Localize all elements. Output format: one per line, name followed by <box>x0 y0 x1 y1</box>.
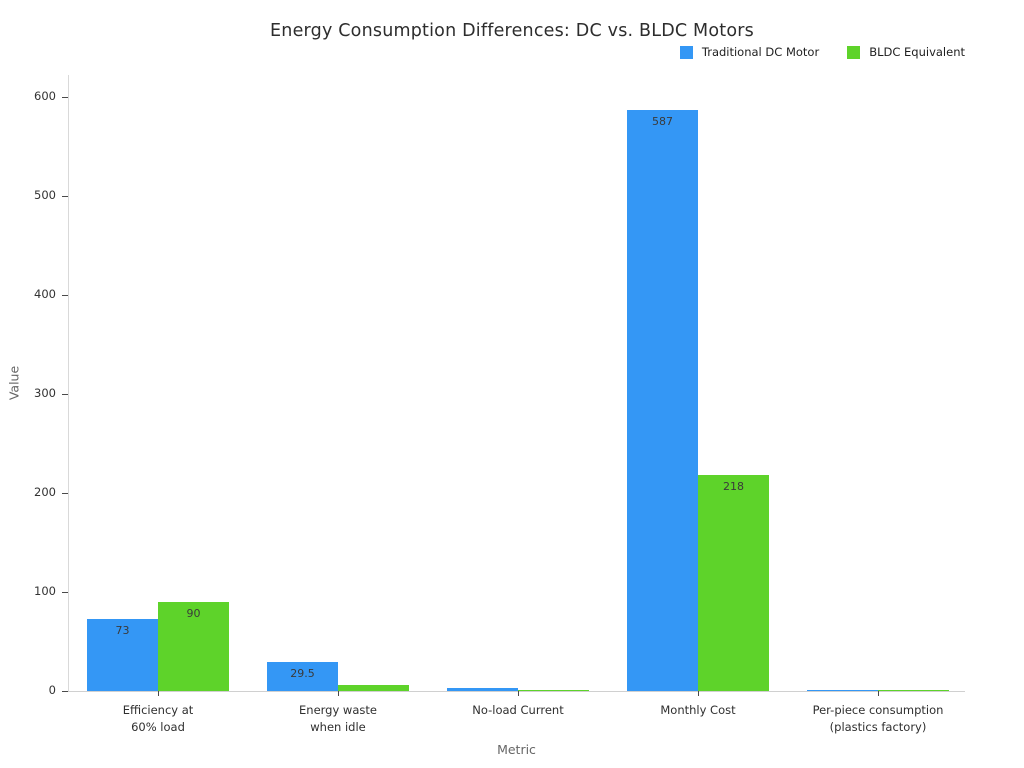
x-axis-line <box>68 691 965 692</box>
x-tick-mark <box>338 691 339 696</box>
bar-dc: 587 <box>627 110 698 691</box>
bar-value-label: 0.9 <box>518 690 589 691</box>
bar-value-label: 3 <box>447 688 518 691</box>
y-tick-mark <box>62 393 68 395</box>
x-category-label: Efficiency at 60% load <box>122 703 194 734</box>
x-category-label: Monthly Cost <box>660 703 736 717</box>
y-tick-mark <box>62 690 68 692</box>
y-tick-mark <box>62 492 68 494</box>
bar-dc: 29.5 <box>267 662 338 691</box>
legend-item-label: Traditional DC Motor <box>701 45 820 59</box>
y-tick-label: 100 <box>34 584 56 598</box>
y-axis-line <box>68 75 69 691</box>
x-category-label: Per-piece consumption (plastics factory) <box>812 703 944 734</box>
bar-value-label: 29.5 <box>290 667 315 680</box>
bar-bldc: 218 <box>698 475 769 691</box>
bar-bldc: 0.4 <box>878 690 949 691</box>
y-axis-title: Value <box>6 365 22 401</box>
y-tick-label: 400 <box>34 287 56 301</box>
bar-dc: 3 <box>447 688 518 691</box>
x-category-label: No-load Current <box>472 703 564 717</box>
y-tick-label: 200 <box>34 485 56 499</box>
y-tick-label: 300 <box>34 386 56 400</box>
plot-area: 0 100 200 300 400 500 600 Efficiency at 60% loa… <box>34 75 965 734</box>
y-tick-mark <box>62 294 68 296</box>
x-tick-mark <box>158 691 159 696</box>
legend-item-dc: Traditional DC Motor <box>679 45 820 59</box>
bar-dc: 0.6 <box>807 690 878 691</box>
x-tick-mark <box>878 691 879 696</box>
x-tick-mark <box>698 691 699 696</box>
y-tick-mark <box>62 96 68 98</box>
y-tick-label: 600 <box>34 89 56 103</box>
legend-item-label: BLDC Equivalent <box>869 45 965 59</box>
legend-item-bldc: BLDC Equivalent <box>847 45 965 59</box>
bar-value-label: 587 <box>652 115 673 128</box>
bar-bldc: 6.5 <box>338 685 409 691</box>
x-tick-mark <box>518 691 519 696</box>
bar-value-label: 0.4 <box>878 690 949 691</box>
bar-value-label: 6.5 <box>338 685 409 691</box>
bar-bldc: 90 <box>158 602 229 691</box>
legend: Traditional DC Motor BLDC Equivalent <box>679 45 965 59</box>
y-tick-mark <box>62 591 68 593</box>
chart-title: Energy Consumption Differences: DC vs. B… <box>270 21 754 41</box>
bar-value-label: 218 <box>723 480 744 493</box>
bar-value-label: 0.6 <box>807 690 878 691</box>
y-tick-label: 500 <box>34 188 56 202</box>
bar-dc: 73 <box>87 619 158 691</box>
y-tick-label: 0 <box>48 683 56 697</box>
legend-swatch-icon <box>847 45 861 59</box>
bar-bldc: 0.9 <box>518 690 589 691</box>
bar-value-label: 90 <box>186 607 201 620</box>
legend-swatch-icon <box>679 45 693 59</box>
x-axis-title: Metric <box>497 742 536 757</box>
x-category-label: Energy waste when idle <box>299 703 377 734</box>
y-tick-mark <box>62 195 68 197</box>
bar-value-label: 73 <box>115 624 130 637</box>
